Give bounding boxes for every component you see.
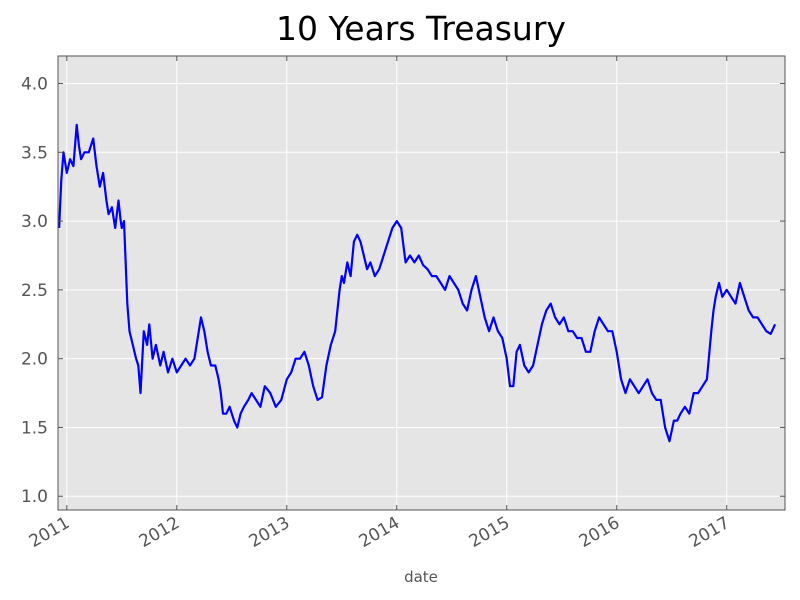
y-tick-label: 3.0 bbox=[21, 212, 48, 232]
series-line bbox=[58, 123, 777, 443]
x-tick-label: 2016 bbox=[576, 513, 623, 552]
y-tick-label: 1.0 bbox=[21, 487, 48, 507]
tick-marks bbox=[58, 56, 785, 510]
y-tick-label: 3.5 bbox=[21, 143, 48, 163]
y-tick-label: 2.0 bbox=[21, 350, 48, 370]
y-tick-label: 4.0 bbox=[21, 75, 48, 95]
plot-area bbox=[58, 56, 785, 510]
x-axis-label: date bbox=[404, 568, 438, 586]
plot-frame bbox=[57, 55, 786, 511]
x-tick-label: 2013 bbox=[246, 513, 293, 552]
y-tick-label: 2.5 bbox=[21, 281, 48, 301]
x-tick-label: 2012 bbox=[136, 513, 183, 552]
grid bbox=[58, 56, 785, 510]
x-tick-label: 2015 bbox=[466, 513, 513, 552]
chart-title: 10 Years Treasury bbox=[276, 9, 566, 48]
series-group bbox=[58, 123, 777, 443]
y-tick-label: 1.5 bbox=[21, 418, 48, 438]
x-tick-label: 2014 bbox=[356, 513, 403, 552]
x-tick-label: 2011 bbox=[26, 513, 73, 552]
x-tick-label: 2017 bbox=[686, 513, 733, 552]
